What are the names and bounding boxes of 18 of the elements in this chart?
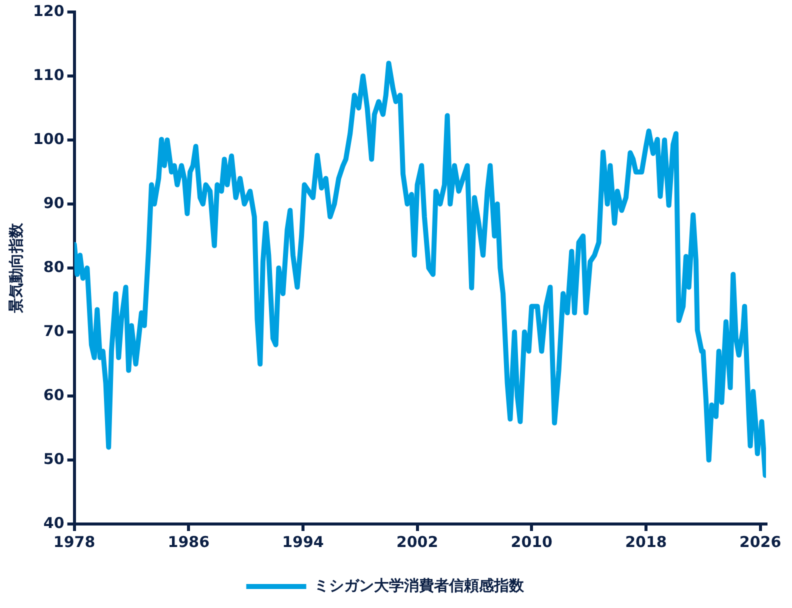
y-tick-label: 90 xyxy=(43,194,64,212)
y-tick-label: 50 xyxy=(43,450,64,468)
y-tick-label: 120 xyxy=(33,2,64,20)
x-tick-label: 1994 xyxy=(282,532,324,551)
y-tick-label: 80 xyxy=(43,258,64,276)
x-tick-label: 2018 xyxy=(625,532,667,551)
x-tick-label: 1978 xyxy=(53,532,96,551)
y-tick-label: 100 xyxy=(33,130,64,148)
x-tick-label: 1986 xyxy=(168,532,210,551)
y-tick-label: 60 xyxy=(43,386,64,404)
y-tick-label: 70 xyxy=(43,322,64,340)
x-tick-label: 2026 xyxy=(739,532,782,551)
x-tick-label: 2010 xyxy=(510,532,552,551)
legend-label: ミシガン大学消費者信頼感指数 xyxy=(314,576,525,594)
y-axis-title: 景気動向指数 xyxy=(6,222,25,314)
y-tick-label: 40 xyxy=(43,514,64,532)
y-tick-label: 110 xyxy=(33,66,64,84)
x-tick-label: 2002 xyxy=(396,532,438,551)
